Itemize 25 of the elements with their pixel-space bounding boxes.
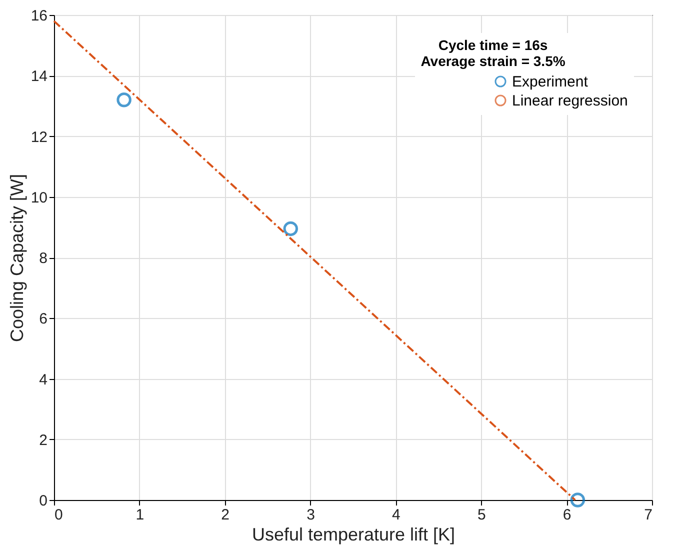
y-tick-label: 2 bbox=[39, 432, 48, 449]
point bbox=[116, 92, 132, 108]
x-tick-label: 3 bbox=[306, 506, 315, 524]
y-tick-label: 4 bbox=[39, 371, 48, 388]
y-tick-label: 10 bbox=[30, 189, 48, 206]
y-tick-label: 6 bbox=[39, 310, 48, 328]
x-tick-label: 6 bbox=[562, 506, 572, 524]
y-axis-title: Cooling Capacity [W] bbox=[6, 174, 27, 342]
x-tick-label: 7 bbox=[644, 506, 652, 524]
y-tick-label: 12 bbox=[30, 128, 48, 146]
y-tick-label: 0 bbox=[39, 492, 48, 510]
legend-title: Cycle time = 16s Average strain = 3.5% bbox=[420, 37, 566, 69]
y-tick-label: 8 bbox=[39, 250, 48, 267]
y-tick-label: 16 bbox=[30, 8, 48, 24]
legend-label: Experiment bbox=[512, 74, 589, 90]
x-tick-label: 2 bbox=[221, 506, 230, 524]
x-tick-label: 5 bbox=[477, 506, 486, 524]
y-tick-label: 14 bbox=[30, 68, 48, 86]
x-tick-label: 0 bbox=[54, 506, 63, 524]
point bbox=[283, 221, 298, 236]
x-tick-label: 4 bbox=[392, 506, 400, 524]
x-tick-label: 1 bbox=[136, 506, 144, 524]
legend-label: Linear regression bbox=[512, 92, 628, 110]
x-axis-title: Useful temperature lift [K] bbox=[252, 524, 456, 544]
point bbox=[570, 492, 586, 508]
